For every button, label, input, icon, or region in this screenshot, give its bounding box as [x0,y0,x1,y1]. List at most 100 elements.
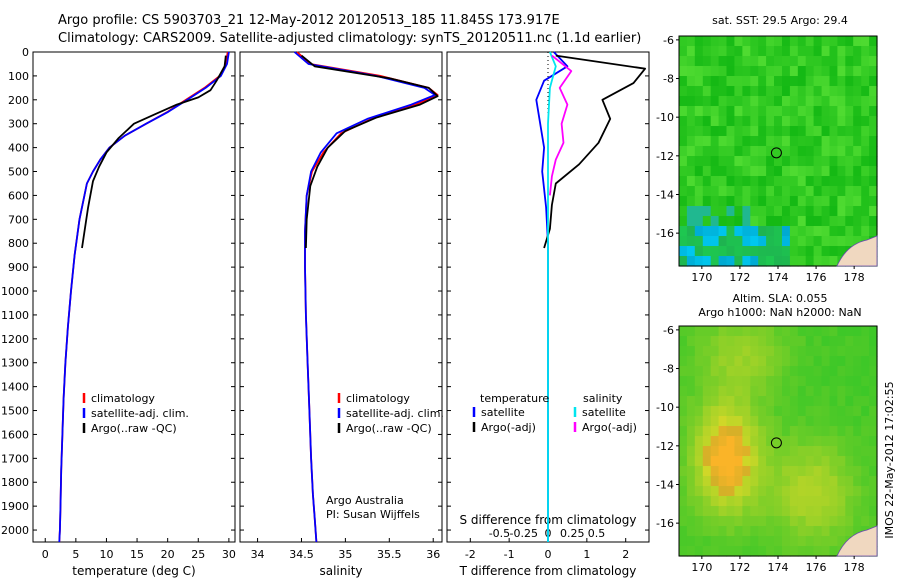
map-cell [718,176,728,187]
map-cell [869,126,878,137]
map-cell [686,376,696,387]
map-cell [774,256,783,267]
map-cell [710,356,720,367]
map-cell [774,366,783,377]
map-cell [726,136,735,147]
map-cell [710,116,720,127]
map-cell [742,116,751,127]
map-cell [734,136,743,147]
map-cell [694,486,704,497]
map-cell [805,506,815,517]
map-cell [718,86,728,97]
map-cell [750,386,759,397]
map-cell [797,476,807,487]
map-cell [845,326,854,337]
map-cell [710,156,720,167]
map-cell [679,366,688,377]
map-cell [837,76,846,87]
map-cell [797,426,807,437]
map-cell [679,426,688,437]
map-cell [694,496,704,507]
x-tick-label: 0 [545,548,552,561]
temperature-xlabel: temperature (deg C) [72,564,195,578]
map-cell [861,426,870,437]
map-cell [766,66,775,77]
map-cell [774,376,783,387]
map-cell [750,186,759,197]
map-cell [679,446,688,457]
map-cell [789,466,799,477]
map-cell [782,86,791,97]
map-cell [869,406,878,417]
series-line [547,51,557,542]
map-cell [726,516,735,527]
map-cell [679,506,688,517]
map-cell [805,76,815,87]
map-cell [726,146,735,157]
map-cell [750,246,759,257]
map-cell [782,196,791,207]
map-cell [853,456,862,467]
map-cell [837,326,846,337]
map-cell [766,196,775,207]
map-cell [869,176,878,187]
map-cell [750,476,759,487]
map-cell [734,146,743,157]
map-cell [782,386,791,397]
lat-tick-label: -8 [663,73,674,86]
map-cell [797,536,807,547]
map-cell [766,106,775,117]
map-cell [861,416,870,427]
map-cell [805,346,815,357]
title-line-2: Climatology: CARS2009. Satellite-adjuste… [58,31,641,46]
map-cell [702,436,712,447]
map-cell [710,76,720,87]
map-cell [813,456,823,467]
map-cell [710,526,720,537]
map-cell [734,496,743,507]
map-cell [813,76,823,87]
map-cell [813,486,823,497]
map-cell [718,426,728,437]
map-cell [869,106,878,117]
map-cell [845,46,854,57]
map-cell [829,366,838,377]
map-cell [829,176,838,187]
map-cell [766,466,775,477]
map-cell [853,406,862,417]
map-cell [845,486,854,497]
map-cell [758,326,767,337]
depth-tick-label: 200 [8,94,29,107]
map-cell [679,376,688,387]
map-cell [726,256,735,267]
map-cell [686,446,696,457]
map-cell [758,516,767,527]
map-cell [821,506,831,517]
map-cell [813,436,823,447]
map-cell [742,496,751,507]
map-cell [758,406,767,417]
map-cell [718,106,728,117]
map-cell [845,116,854,127]
map-cell [750,426,759,437]
map-cell [766,436,775,447]
map-cell [766,96,775,107]
map-cell [853,206,862,217]
map-cell [750,416,759,427]
map-cell [829,206,838,217]
map-cell [758,86,767,97]
map-cell [861,356,870,367]
map-cell [766,156,775,167]
map-cell [702,206,712,217]
map-cell [758,46,767,57]
legend-temperature-title: temperature [480,392,549,405]
map-cell [797,76,807,87]
map-cell [726,496,735,507]
map-cell [821,366,831,377]
map-cell [694,436,704,447]
map-cell [813,546,823,557]
map-cell [813,506,823,517]
map-cell [845,196,854,207]
map-cell [702,76,712,87]
map-cell [837,496,846,507]
